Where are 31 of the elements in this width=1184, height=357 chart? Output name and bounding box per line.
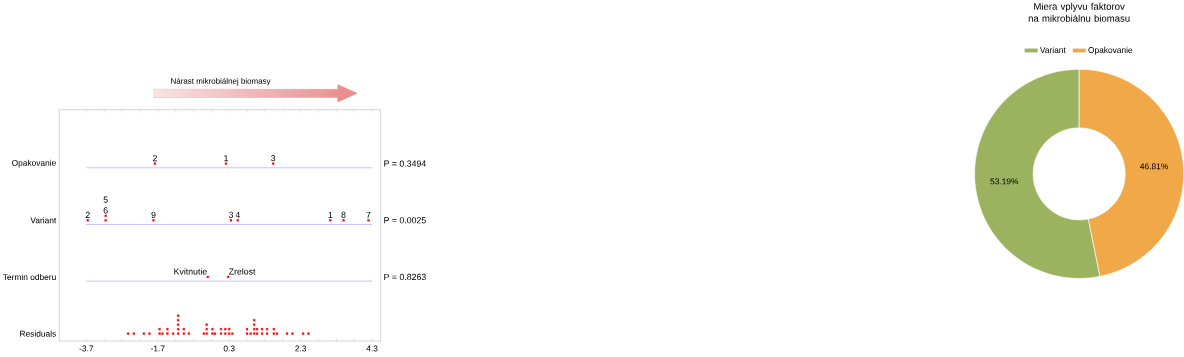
annotation: Kvitnutie bbox=[174, 268, 207, 275]
x-tick-label: 2.3 bbox=[295, 345, 307, 352]
annotation: Zrelost bbox=[228, 268, 256, 275]
x-tick-label: -1.7 bbox=[150, 345, 165, 352]
y-tick-label: Termin odberu bbox=[2, 273, 56, 281]
data-label: 46.81% bbox=[1140, 163, 1168, 170]
data-label: 53.19% bbox=[990, 178, 1019, 185]
x-tick-label: 0.3 bbox=[223, 345, 235, 352]
ref-line-label: P = 0.8263 bbox=[384, 273, 426, 281]
legend-label: Variant bbox=[1039, 46, 1066, 54]
annotation: 5 bbox=[103, 196, 108, 203]
legend-label: Opakovanie bbox=[1088, 46, 1133, 55]
annotation: 1 bbox=[328, 211, 333, 218]
annotation: 9 bbox=[151, 211, 156, 218]
ref-line-label: P = 0.0025 bbox=[384, 217, 426, 224]
chart-title: Miera vplyvu faktorov na mikrobiálnu biomasu bbox=[1028, 2, 1130, 22]
ref-line-label: P = 0.3494 bbox=[384, 160, 426, 167]
x-tick-label: -3.7 bbox=[79, 345, 94, 352]
annotation: 1 bbox=[224, 155, 229, 162]
y-tick-label: Residuals bbox=[20, 330, 56, 337]
annotation: 7 bbox=[366, 211, 371, 218]
y-tick-label: Opakovanie bbox=[12, 159, 56, 168]
annotation: 8 bbox=[341, 211, 346, 218]
annotation: 2 bbox=[85, 211, 90, 218]
annotation: 3 bbox=[271, 155, 276, 162]
annotation: 3 bbox=[228, 211, 234, 218]
x-tick-label: 4.3 bbox=[366, 345, 378, 352]
annotation: 6 bbox=[103, 207, 108, 214]
y-tick-label: Variant bbox=[30, 217, 57, 224]
annotation: 2 bbox=[152, 155, 157, 162]
annotation: 4 bbox=[235, 211, 240, 218]
